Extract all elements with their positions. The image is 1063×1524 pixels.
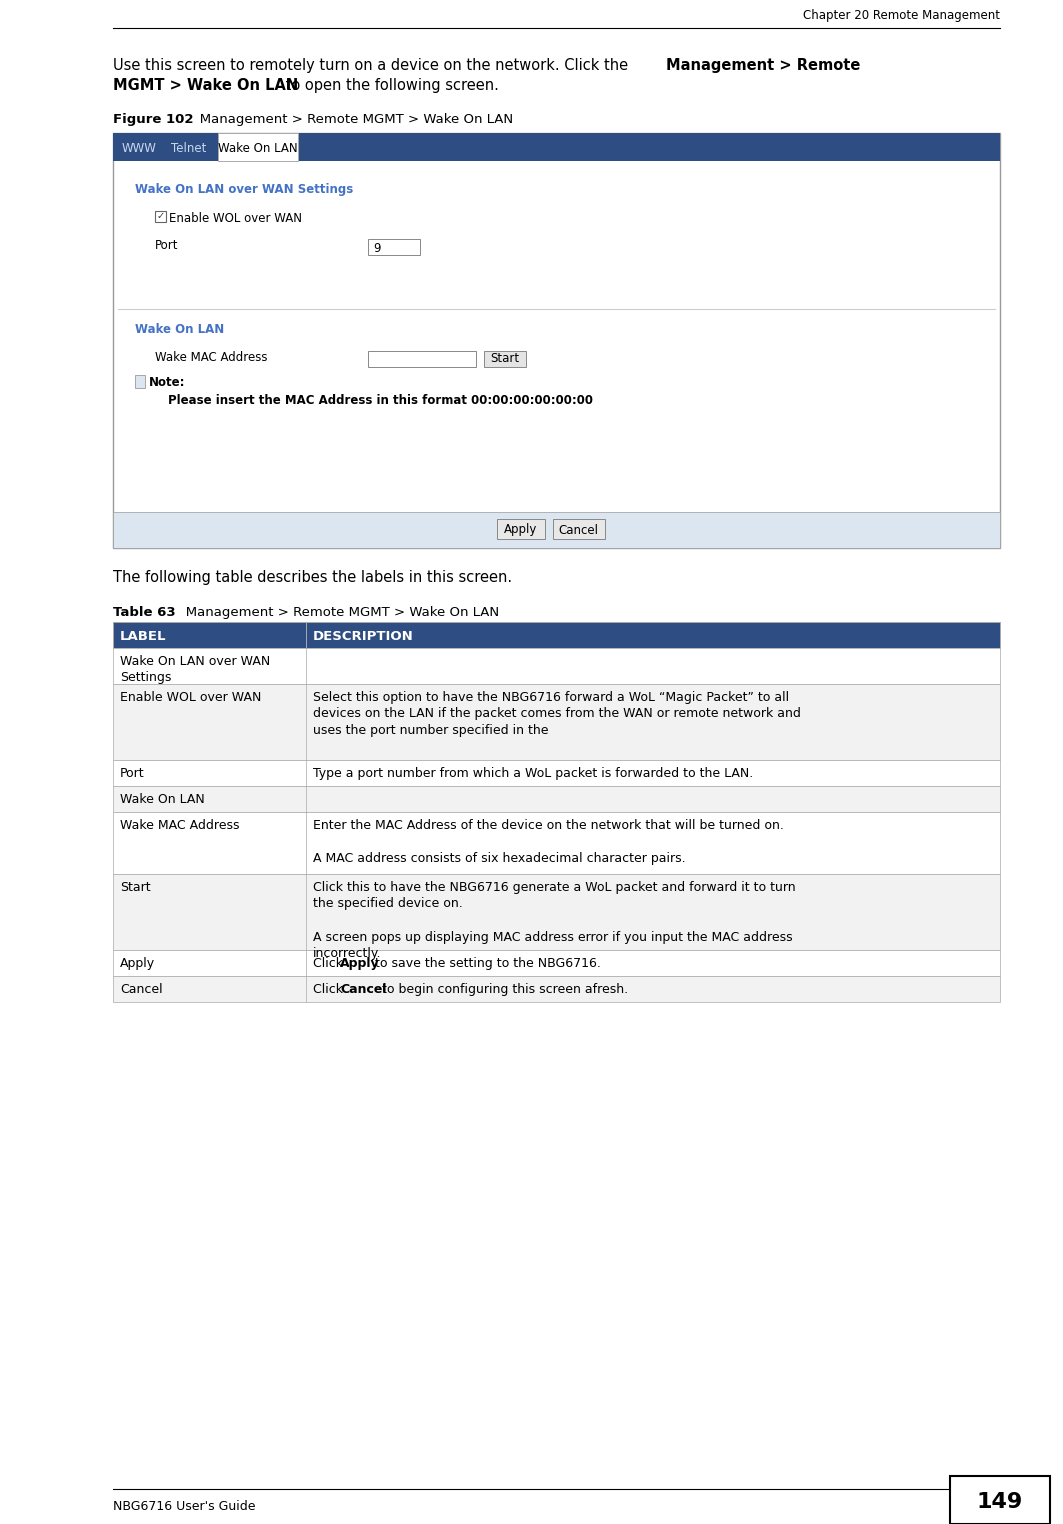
Bar — [135, 375, 145, 389]
Text: DESCRIPTION: DESCRIPTION — [313, 629, 414, 643]
Bar — [218, 133, 298, 162]
Bar — [113, 512, 1000, 549]
Text: Figure 102: Figure 102 — [113, 113, 193, 126]
Text: Wake On LAN: Wake On LAN — [120, 792, 205, 806]
Bar — [113, 648, 1000, 684]
Bar — [155, 210, 166, 223]
Text: 9: 9 — [373, 242, 381, 255]
Text: Enable WOL over WAN: Enable WOL over WAN — [169, 212, 302, 226]
Text: Apply: Apply — [340, 957, 379, 969]
Bar — [368, 351, 476, 367]
Text: Table 63: Table 63 — [113, 607, 175, 619]
Text: Management > Remote MGMT > Wake On LAN: Management > Remote MGMT > Wake On LAN — [173, 607, 500, 619]
Text: 149: 149 — [977, 1492, 1023, 1512]
Bar — [113, 812, 1000, 873]
Text: ✓: ✓ — [156, 212, 165, 221]
Bar — [368, 239, 420, 255]
Text: Select this option to have the NBG6716 forward a WoL “Magic Packet” to all
devic: Select this option to have the NBG6716 f… — [313, 690, 800, 738]
Bar — [950, 1477, 1050, 1524]
Text: Enter the MAC Address of the device on the network that will be turned on.

A MA: Enter the MAC Address of the device on t… — [313, 818, 783, 866]
Bar — [113, 133, 1000, 549]
Text: to open the following screen.: to open the following screen. — [281, 78, 499, 93]
Bar — [113, 684, 1000, 760]
Text: Please insert the MAC Address in this format 00:00:00:00:00:00: Please insert the MAC Address in this fo… — [168, 395, 593, 407]
Text: Apply: Apply — [504, 524, 537, 536]
Text: Telnet: Telnet — [171, 142, 206, 154]
Text: NBG6716 User's Guide: NBG6716 User's Guide — [113, 1501, 255, 1513]
Text: Wake On LAN: Wake On LAN — [218, 142, 298, 154]
Bar — [113, 622, 1000, 648]
Text: Use this screen to remotely turn on a device on the network. Click the: Use this screen to remotely turn on a de… — [113, 58, 632, 73]
Text: Cancel: Cancel — [340, 983, 387, 997]
Bar — [113, 133, 1000, 162]
Text: Start: Start — [490, 352, 520, 364]
Text: Wake On LAN: Wake On LAN — [135, 323, 224, 335]
Bar — [113, 760, 1000, 786]
Text: Enable WOL over WAN: Enable WOL over WAN — [120, 690, 261, 704]
Bar — [553, 520, 605, 539]
Text: Cancel: Cancel — [558, 524, 598, 536]
Bar — [496, 520, 544, 539]
Text: WWW: WWW — [121, 142, 156, 154]
Text: to begin configuring this screen afresh.: to begin configuring this screen afresh. — [378, 983, 628, 997]
Text: Port: Port — [155, 239, 179, 251]
Bar — [113, 975, 1000, 1001]
Text: Type a port number from which a WoL packet is forwarded to the LAN.: Type a port number from which a WoL pack… — [313, 767, 754, 780]
Text: Management > Remote: Management > Remote — [667, 58, 860, 73]
Text: Wake MAC Address: Wake MAC Address — [120, 818, 239, 832]
Text: Note:: Note: — [149, 376, 186, 389]
Text: Click: Click — [313, 957, 347, 969]
Text: LABEL: LABEL — [120, 629, 167, 643]
Text: MGMT > Wake On LAN: MGMT > Wake On LAN — [113, 78, 299, 93]
Text: Click this to have the NBG6716 generate a WoL packet and forward it to turn
the : Click this to have the NBG6716 generate … — [313, 881, 795, 960]
Bar — [113, 949, 1000, 975]
Text: Click: Click — [313, 983, 347, 997]
Text: Apply: Apply — [120, 957, 155, 969]
Bar — [113, 786, 1000, 812]
Text: Cancel: Cancel — [120, 983, 163, 997]
Bar — [113, 873, 1000, 949]
Text: to save the setting to the NBG6716.: to save the setting to the NBG6716. — [371, 957, 601, 969]
Text: Wake On LAN over WAN Settings: Wake On LAN over WAN Settings — [135, 183, 353, 197]
Text: Wake On LAN over WAN
Settings: Wake On LAN over WAN Settings — [120, 655, 270, 684]
Text: Start: Start — [120, 881, 151, 895]
Text: The following table describes the labels in this screen.: The following table describes the labels… — [113, 570, 512, 585]
Text: Management > Remote MGMT > Wake On LAN: Management > Remote MGMT > Wake On LAN — [187, 113, 513, 126]
Bar — [484, 351, 526, 367]
Text: Chapter 20 Remote Management: Chapter 20 Remote Management — [803, 9, 1000, 23]
Text: Port: Port — [120, 767, 145, 780]
Text: Wake MAC Address: Wake MAC Address — [155, 351, 268, 364]
